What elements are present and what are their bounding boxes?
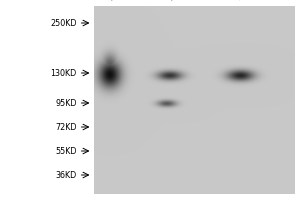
Bar — [94, 6, 295, 194]
Text: K562: K562 — [166, 0, 188, 2]
Text: 130KD: 130KD — [50, 68, 76, 77]
Text: 36KD: 36KD — [55, 170, 76, 180]
Text: 72KD: 72KD — [55, 122, 76, 132]
Text: Hela: Hela — [106, 0, 126, 2]
Text: 95KD: 95KD — [55, 98, 76, 108]
Text: 55KD: 55KD — [55, 146, 76, 156]
Text: HepG2: HepG2 — [234, 0, 260, 2]
Text: 250KD: 250KD — [50, 19, 76, 27]
